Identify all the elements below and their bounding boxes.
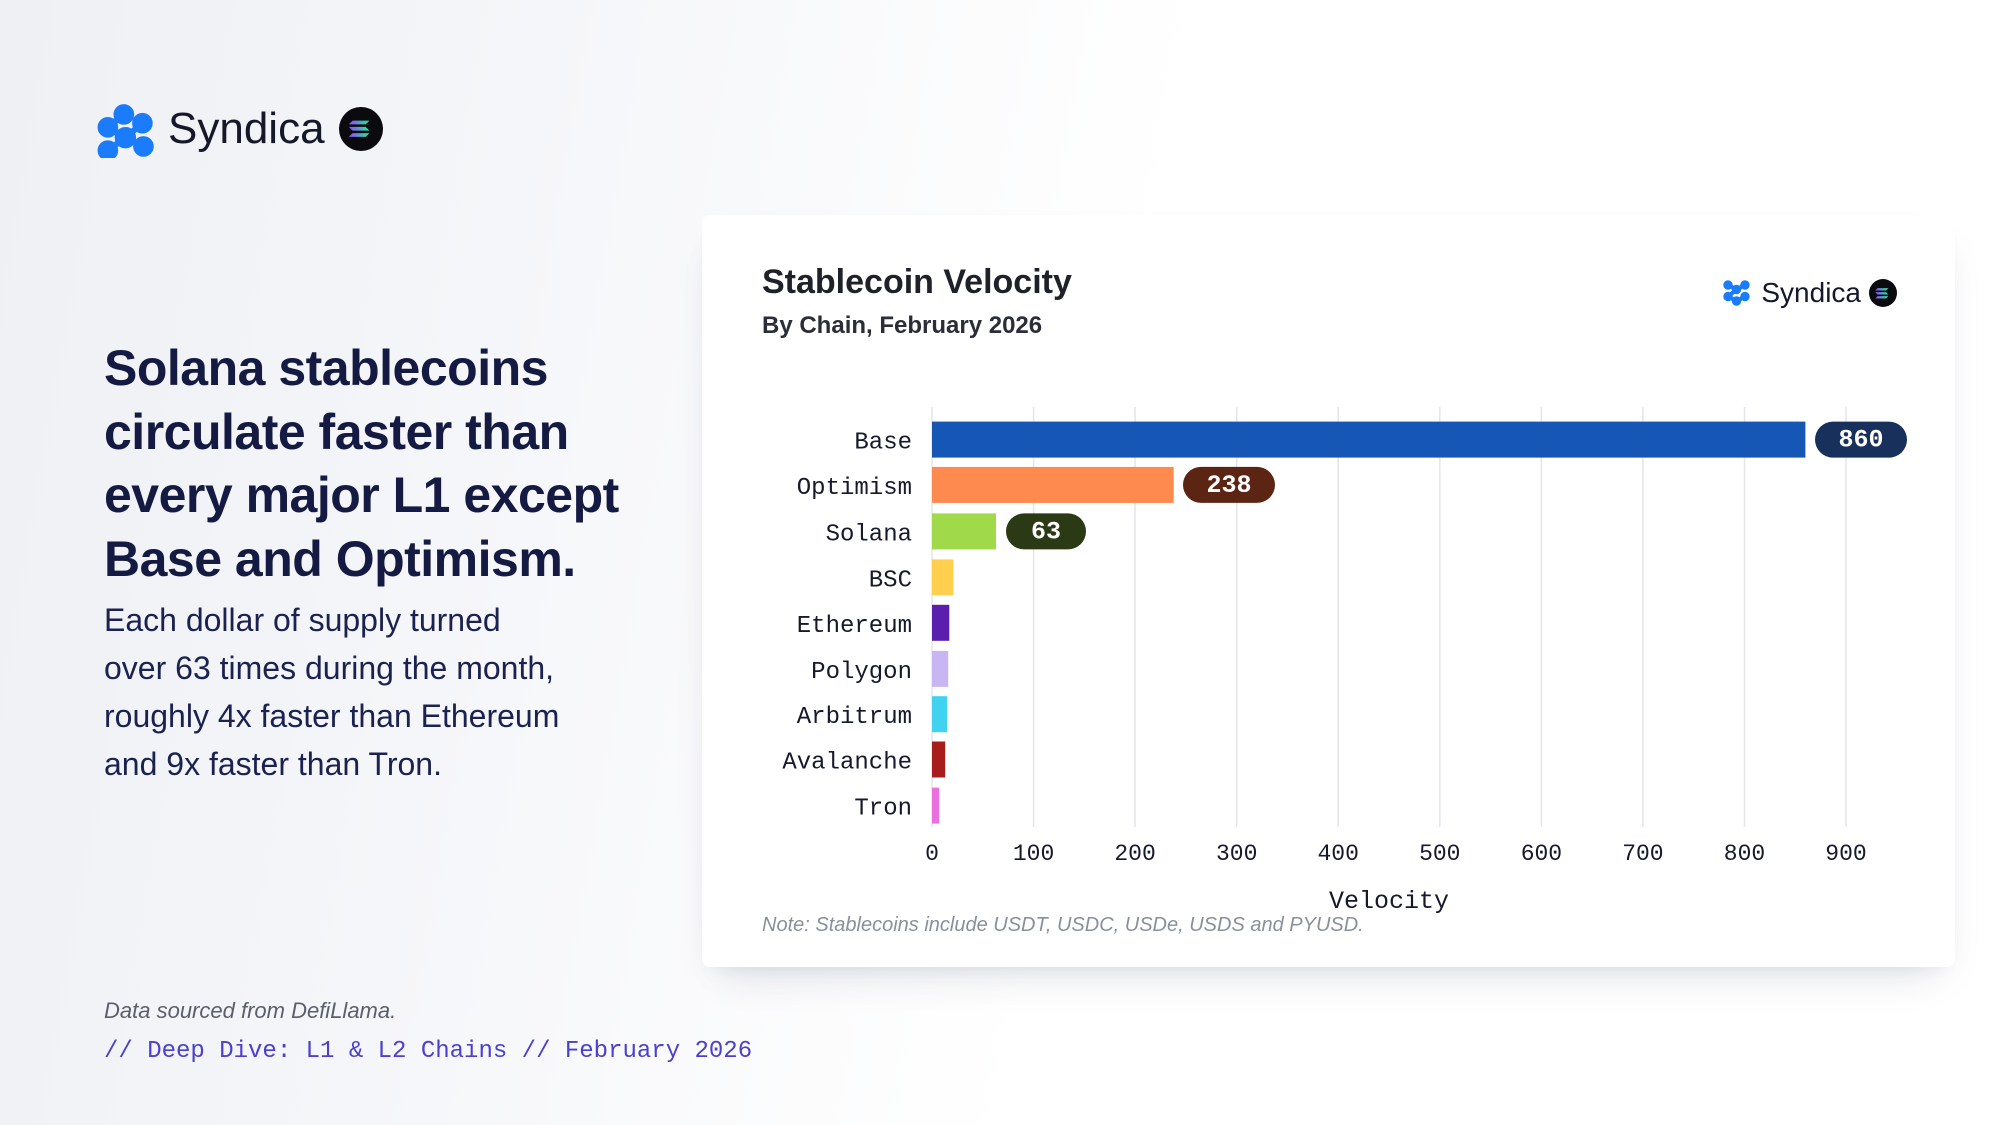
svg-text:BSC: BSC bbox=[869, 567, 912, 594]
svg-text:Solana: Solana bbox=[826, 521, 912, 548]
svg-text:0: 0 bbox=[925, 841, 939, 867]
svg-text:700: 700 bbox=[1622, 841, 1663, 867]
svg-text:900: 900 bbox=[1825, 841, 1866, 867]
svg-text:63: 63 bbox=[1031, 517, 1061, 546]
svg-text:200: 200 bbox=[1114, 841, 1155, 867]
svg-text:800: 800 bbox=[1724, 841, 1765, 867]
svg-text:400: 400 bbox=[1317, 841, 1358, 867]
svg-text:238: 238 bbox=[1206, 471, 1251, 500]
svg-text:Note: Stablecoins include USDT: Note: Stablecoins include USDT, USDC, US… bbox=[762, 914, 1364, 936]
svg-text:600: 600 bbox=[1521, 841, 1562, 867]
svg-text:860: 860 bbox=[1838, 426, 1883, 455]
svg-text:Base: Base bbox=[854, 430, 912, 457]
svg-text:Polygon: Polygon bbox=[811, 659, 912, 686]
svg-text:Arbitrum: Arbitrum bbox=[797, 704, 912, 731]
svg-text:300: 300 bbox=[1216, 841, 1257, 867]
svg-text:100: 100 bbox=[1013, 841, 1054, 867]
svg-text:Ethereum: Ethereum bbox=[797, 613, 912, 640]
svg-text:Avalanche: Avalanche bbox=[782, 750, 912, 777]
svg-text:500: 500 bbox=[1419, 841, 1460, 867]
svg-text:Velocity: Velocity bbox=[1329, 887, 1449, 916]
svg-text:Optimism: Optimism bbox=[797, 475, 912, 502]
svg-text:Tron: Tron bbox=[854, 796, 912, 823]
